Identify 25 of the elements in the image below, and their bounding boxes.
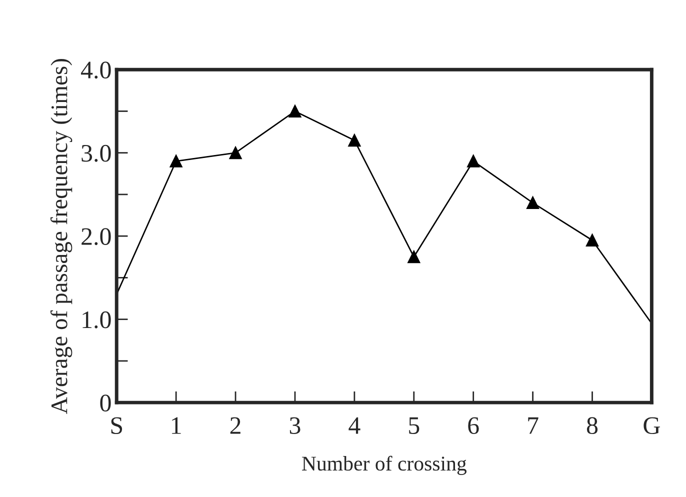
point [586,234,598,246]
y-tick-label: 0 [100,394,111,412]
point [170,154,182,168]
point [229,146,242,160]
point [467,154,480,168]
y-axis-title: Average of passage frequency (times) [50,59,72,414]
x-tick-label: 5 [409,417,420,434]
x-tick-label: S [111,417,122,434]
y-tick-label: 1.0 [82,311,111,328]
x-tick-label: 2 [230,417,240,434]
y-tick-label: 3.0 [82,144,111,162]
y-tick-label: 2.0 [82,228,111,246]
x-tick-label: 3 [290,417,300,434]
x-tick-label: G [644,417,660,434]
x-tick-label: 8 [586,417,598,434]
x-tick-label: 6 [468,417,479,434]
point [348,134,361,147]
x-tick-label: 4 [348,417,360,434]
x-axis-title: Number of crossing [302,456,466,475]
point [288,104,302,118]
y-tick-label: 4.0 [80,62,111,79]
x-tick-label: 7 [528,417,538,434]
x-tick-label: 1 [172,417,181,434]
point [526,196,540,210]
point [408,250,420,264]
